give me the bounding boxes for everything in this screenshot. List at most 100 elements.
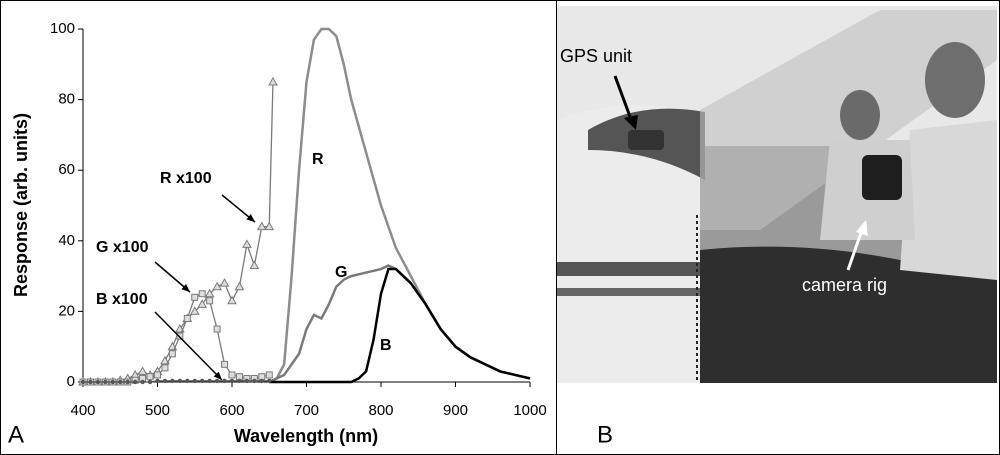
- camera: [862, 155, 902, 200]
- point: [259, 378, 264, 384]
- point: [95, 379, 101, 385]
- point: [249, 260, 260, 270]
- point: [162, 378, 168, 384]
- x-tick-label: 500: [145, 402, 170, 419]
- point: [200, 378, 205, 384]
- point: [256, 221, 267, 231]
- point: [229, 378, 235, 384]
- point: [264, 221, 275, 231]
- photo: GPS unit camera rig: [557, 6, 997, 383]
- series-line: [268, 264, 531, 384]
- y-axis-label: Response (arb. units): [11, 113, 31, 297]
- point: [160, 355, 170, 365]
- point: [189, 306, 200, 315]
- point: [242, 239, 252, 248]
- series-label: G: [335, 264, 347, 281]
- point: [219, 278, 230, 287]
- arrow: [154, 311, 223, 381]
- x-axis-label: Wavelength (nm): [234, 426, 378, 446]
- y-tick-label: 40: [58, 232, 75, 249]
- head: [925, 42, 985, 118]
- point: [88, 379, 93, 385]
- point: [140, 379, 145, 385]
- stripe: [557, 262, 700, 276]
- point: [267, 378, 272, 384]
- panel-a-frame: [0, 0, 557, 455]
- series-label: R x100: [160, 170, 212, 187]
- x-tick-label: 1000: [513, 402, 546, 419]
- x-tick-label: 900: [443, 402, 468, 419]
- photo-label: camera rig: [802, 275, 887, 295]
- point: [198, 290, 206, 298]
- series-line: [269, 267, 531, 384]
- point: [228, 371, 236, 379]
- point: [132, 379, 138, 385]
- y-tick-label: 100: [50, 20, 75, 37]
- x-tick-label: 700: [294, 402, 319, 419]
- point: [192, 378, 197, 384]
- panel-label: A: [8, 421, 24, 448]
- point: [80, 379, 86, 385]
- point: [191, 293, 199, 301]
- point: [168, 350, 176, 358]
- point: [185, 378, 190, 384]
- arrow: [846, 229, 864, 271]
- point: [252, 378, 257, 384]
- torso: [900, 120, 997, 280]
- arrow-head: [181, 283, 190, 292]
- point: [118, 379, 123, 385]
- point: [155, 378, 160, 384]
- point: [154, 371, 161, 379]
- y-tick-label: 0: [67, 373, 75, 390]
- point: [170, 378, 175, 384]
- point: [222, 378, 227, 384]
- point: [183, 314, 191, 322]
- point: [234, 281, 245, 291]
- series-label: G x100: [96, 239, 149, 256]
- head: [840, 90, 880, 140]
- point: [125, 379, 130, 385]
- point: [146, 373, 154, 381]
- gps-device: [628, 130, 664, 150]
- point: [137, 366, 148, 375]
- point: [213, 325, 221, 333]
- x-tick-label: 800: [368, 402, 393, 419]
- point: [103, 379, 108, 385]
- point: [177, 378, 183, 384]
- point: [176, 332, 184, 340]
- series-line: [268, 27, 531, 384]
- panel-label: B: [597, 421, 613, 448]
- photo-label: GPS unit: [560, 46, 632, 66]
- y-tick-label: 80: [58, 91, 75, 108]
- point: [265, 371, 273, 379]
- point: [204, 288, 215, 298]
- point: [206, 297, 214, 305]
- x-tick-label: 600: [219, 402, 244, 419]
- point: [147, 379, 153, 385]
- point: [214, 378, 220, 384]
- point: [244, 378, 250, 384]
- point: [207, 378, 212, 384]
- legs: [700, 246, 997, 383]
- series-label: B x100: [96, 291, 148, 308]
- y-tick-label: 60: [58, 161, 75, 178]
- arrow-head: [246, 214, 255, 222]
- arrow-head: [856, 220, 868, 236]
- series-label: R: [312, 151, 324, 168]
- point: [227, 295, 237, 305]
- series-label: B: [380, 337, 392, 354]
- point: [212, 281, 222, 291]
- stripe: [557, 288, 700, 296]
- y-tick-label: 20: [58, 302, 75, 319]
- point: [110, 379, 116, 385]
- arrow-head: [213, 371, 222, 380]
- x-tick-label: 400: [70, 402, 95, 419]
- point: [237, 378, 242, 384]
- fuselage: [557, 105, 700, 383]
- point: [161, 364, 169, 372]
- point: [268, 76, 278, 86]
- point: [221, 360, 229, 368]
- arrow-head: [624, 115, 638, 130]
- arrow: [613, 75, 634, 123]
